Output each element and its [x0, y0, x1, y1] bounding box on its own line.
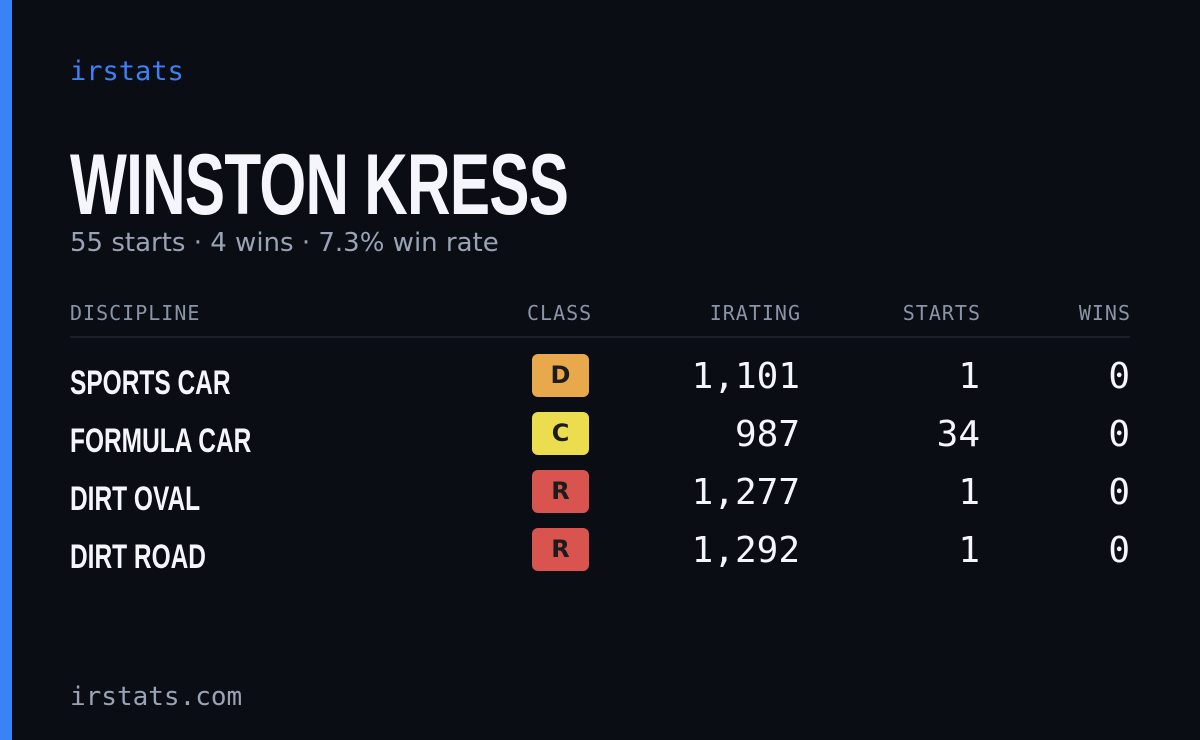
discipline: FORMULA CAR — [70, 422, 252, 460]
header-divider — [70, 336, 1130, 338]
starts: 1 — [958, 472, 980, 513]
column-header: DISCIPLINE — [70, 301, 201, 325]
discipline: DIRT OVAL — [70, 480, 201, 518]
wins: 0 — [1108, 530, 1130, 571]
column-header: CLASS — [527, 301, 593, 325]
footer-url: irstats.com — [70, 682, 243, 712]
discipline: DIRT ROAD — [70, 538, 207, 576]
brand: irstats — [70, 56, 184, 87]
discipline: SPORTS CAR — [70, 364, 231, 402]
class-badge: R — [532, 528, 589, 571]
class-badge: R — [532, 470, 589, 513]
column-header: STARTS — [902, 301, 981, 325]
starts: 34 — [936, 414, 980, 455]
wins: 0 — [1108, 472, 1130, 513]
wins: 0 — [1108, 356, 1130, 397]
accent-stripe — [0, 0, 12, 740]
wins: 0 — [1108, 414, 1130, 455]
driver-summary: 55 starts · 4 wins · 7.3% win rate — [70, 228, 499, 258]
irating: 1,277 — [691, 472, 800, 513]
column-header: WINS — [1078, 301, 1131, 325]
class-badge: C — [532, 412, 589, 455]
class-badge: D — [532, 354, 589, 397]
starts: 1 — [958, 530, 980, 571]
irating: 1,292 — [691, 530, 800, 571]
driver-name: WINSTON KRESS — [70, 137, 569, 233]
starts: 1 — [958, 356, 980, 397]
column-header: IRATING — [709, 301, 801, 325]
irating: 1,101 — [691, 356, 800, 397]
irating: 987 — [734, 414, 800, 455]
